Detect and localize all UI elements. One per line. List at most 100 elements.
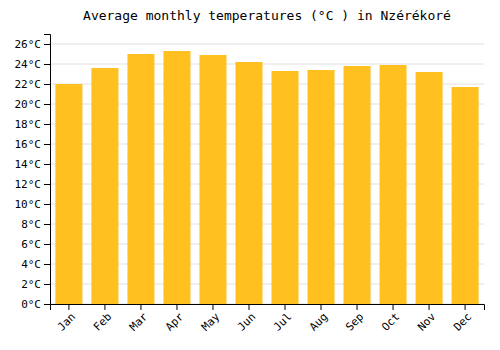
x-tick: Nov (415, 304, 439, 334)
x-tick-label: Apr (163, 310, 187, 334)
y-tick-mark (44, 44, 50, 45)
x-tick: Apr (163, 304, 187, 334)
y-tick-mark (44, 124, 50, 125)
x-axis: Jan Feb Mar Apr May Jun Jul Aug Sep Oct Nov Dec (51, 304, 485, 334)
y-tick: 14°C (15, 158, 51, 171)
x-tick: Sep (343, 304, 366, 334)
y-tick: 6°C (21, 238, 50, 251)
x-tick-mark (321, 304, 322, 310)
x-tick-label: May (199, 310, 223, 334)
y-tick-label: 18°C (15, 118, 42, 131)
x-tick: Jul (271, 304, 294, 334)
x-tick-mark (212, 304, 213, 310)
y-tick: 22°C (15, 78, 51, 91)
x-tick: Aug (307, 304, 330, 334)
y-tick-mark (44, 104, 50, 105)
x-tick-mark (465, 304, 466, 310)
bar (199, 55, 226, 304)
x-tick-mark (357, 304, 358, 310)
bar (452, 87, 479, 304)
x-tick-mark (429, 304, 430, 310)
y-tick-mark (44, 144, 50, 145)
x-tick-label: Sep (343, 310, 366, 333)
y-tick-label: 20°C (15, 98, 42, 111)
y-tick: 18°C (15, 118, 51, 131)
x-tick: Oct (379, 304, 402, 334)
y-tick-mark (44, 264, 50, 265)
x-tick-mark (393, 304, 394, 310)
x-tick: Feb (91, 304, 114, 334)
bar (344, 66, 371, 304)
y-tick-mark (44, 244, 50, 245)
y-tick-mark (44, 284, 50, 285)
x-tick-label: Jan (55, 310, 78, 333)
x-tick-mark (176, 304, 177, 310)
grid (50, 44, 484, 304)
y-tick: 12°C (15, 178, 51, 191)
y-tick-label: 10°C (15, 198, 42, 211)
bar (380, 65, 407, 304)
x-tick: Mar (127, 304, 151, 334)
y-tick-label: 8°C (21, 218, 41, 231)
y-axis: 0°C 2°C 4°C 6°C 8°C 10°C 12°C 14°C 16°C 18°C 20°C 2… (15, 35, 51, 312)
x-tick-label: Dec (451, 310, 474, 333)
grid-line (50, 64, 484, 65)
y-tick: 8°C (21, 218, 50, 231)
y-tick-label: 22°C (15, 78, 42, 91)
bars (55, 51, 478, 304)
bar (235, 62, 262, 304)
x-tick: Jun (235, 304, 258, 334)
x-tick: May (199, 304, 223, 334)
plot: 0°C 2°C 4°C 6°C 8°C 10°C 12°C 14°C 16°C 18°C 20°C 2… (15, 35, 485, 334)
x-tick-mark (285, 304, 286, 310)
y-tick-label: 2°C (21, 278, 41, 291)
x-tick-label: Oct (379, 310, 402, 333)
y-axis-line (44, 35, 51, 305)
chart-svg: 0°C 2°C 4°C 6°C 8°C 10°C 12°C 14°C 16°C 18°C 20°C 2… (0, 0, 500, 350)
x-tick-label: Nov (415, 310, 439, 334)
bar (272, 71, 299, 304)
x-tick-label: Jul (271, 310, 294, 333)
bar (416, 72, 443, 304)
y-tick: 16°C (15, 138, 51, 151)
chart-container: 0°C 2°C 4°C 6°C 8°C 10°C 12°C 14°C 16°C 18°C 20°C 2… (0, 0, 500, 350)
x-tick-mark (104, 304, 105, 310)
x-tick-label: Aug (307, 310, 330, 333)
y-tick-mark (44, 164, 50, 165)
x-tick-label: Feb (91, 310, 114, 333)
y-tick: 24°C (15, 58, 51, 71)
x-tick: Jan (55, 304, 78, 334)
x-tick-mark (140, 304, 141, 310)
bar (91, 68, 118, 304)
y-tick: 10°C (15, 198, 51, 211)
y-tick-mark (44, 84, 50, 85)
grid-line (50, 44, 484, 45)
bar (308, 70, 335, 304)
y-tick: 0°C (21, 298, 50, 311)
y-tick-label: 12°C (15, 178, 42, 191)
x-axis-line (51, 305, 485, 311)
y-tick: 2°C (21, 278, 50, 291)
title: Average monthly temperatures (°C ) in Nz… (83, 8, 451, 23)
x-tick-label: Mar (127, 310, 151, 334)
y-tick-mark (44, 184, 50, 185)
y-tick: 4°C (21, 258, 50, 271)
y-tick: 26°C (15, 38, 51, 51)
y-tick-mark (44, 224, 50, 225)
bar (55, 84, 82, 304)
bar (127, 54, 154, 304)
y-tick-label: 14°C (15, 158, 42, 171)
y-tick-label: 6°C (21, 238, 41, 251)
y-tick-label: 24°C (15, 58, 42, 71)
y-tick-mark (44, 204, 50, 205)
x-tick: Dec (451, 304, 474, 334)
y-tick-label: 16°C (15, 138, 42, 151)
y-tick-label: 0°C (21, 298, 41, 311)
x-tick-label: Jun (235, 310, 258, 333)
y-tick-label: 26°C (15, 38, 42, 51)
y-tick-mark (44, 304, 50, 305)
x-tick-mark (68, 304, 69, 310)
y-tick-mark (44, 64, 50, 65)
bar (163, 51, 190, 304)
x-tick-mark (248, 304, 249, 310)
